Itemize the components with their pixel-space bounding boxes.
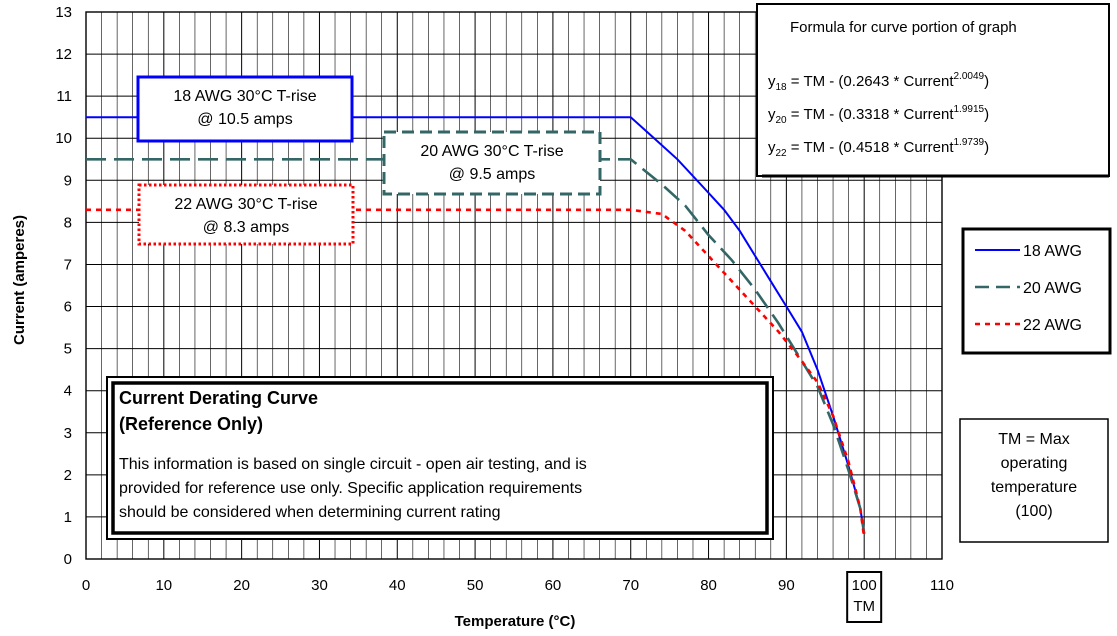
formula-box: Formula for curve portion of graph y18 = … (756, 3, 1110, 178)
info-box-inner (111, 381, 769, 535)
t-rise-label: @ 9.5 amps (449, 166, 536, 183)
x-tick-label: 20 (233, 577, 250, 594)
x-tick-label: 110 (930, 577, 954, 594)
x-tick-label: 60 (545, 577, 562, 594)
t-rise-label: @ 10.5 amps (197, 111, 292, 128)
formula-line: y20 = TM - (0.3318 * Current1.9915) (768, 104, 989, 126)
info-box-outer (106, 376, 774, 540)
legend-label: 18 AWG (1023, 243, 1082, 260)
formula-line: y22 = TM - (0.4518 * Current1.9739) (768, 137, 989, 159)
y-tick-label: 13 (55, 4, 72, 21)
y-tick-label: 12 (55, 46, 72, 63)
formula-box-frame (756, 3, 1110, 177)
x-tick-label: 80 (700, 577, 717, 594)
formula-title: Formula for curve portion of graph (790, 19, 1017, 36)
t-rise-label: 22 AWG 30°C T-rise (174, 196, 317, 213)
x-tick-label: 90 (778, 577, 795, 594)
y-tick-label: 7 (64, 256, 72, 273)
t-rise-box (382, 130, 602, 196)
x-tick-label: 0 (82, 577, 90, 594)
tm-note-frame (959, 418, 1109, 543)
y-tick-label: 6 (64, 299, 72, 316)
series-line-20-awg (86, 158, 866, 534)
tm-note-line: TM = Max (998, 431, 1070, 448)
x-tick-label: 40 (389, 577, 406, 594)
tm-tick-box (846, 571, 883, 623)
y-tick-label: 4 (64, 383, 72, 400)
y-tick-label: 10 (55, 130, 72, 147)
series-lines (86, 116, 866, 539)
t-rise-annotations: 18 AWG 30°C T-rise @ 10.5 amps 20 AWG 30°C… (136, 75, 602, 246)
info-body-line: provided for reference use only. Specifi… (119, 480, 582, 497)
y-tick-label: 2 (64, 467, 72, 484)
info-body-line: should be considered when determining cu… (119, 504, 501, 521)
t-rise-label: @ 8.3 amps (203, 219, 290, 236)
info-box: Current Derating Curve (Reference Only) Th… (106, 376, 774, 540)
x-tick-label: 70 (622, 577, 639, 594)
legend-label: 22 AWG (1023, 317, 1082, 334)
y-tick-label: 3 (64, 425, 72, 442)
y-tick-label: 0 (64, 551, 72, 568)
t-rise-box (136, 75, 354, 143)
x-tick-label: 100 (852, 577, 877, 594)
y-tick-label: 8 (64, 214, 72, 231)
plot-border (85, 11, 943, 560)
y-tick-label: 1 (64, 509, 72, 526)
y-tick-label: 9 (64, 172, 72, 189)
x-tick-label: 50 (467, 577, 484, 594)
x-tick-label: 10 (155, 577, 172, 594)
t-rise-label: 18 AWG 30°C T-rise (173, 88, 316, 105)
tm-note-line: temperature (991, 479, 1077, 496)
y-tick-label: 5 (64, 341, 72, 358)
y-tick-label: 11 (56, 88, 72, 105)
info-body-line: This information is based on single circ… (119, 456, 587, 473)
legend-label: 20 AWG (1023, 280, 1082, 297)
legend: 18 AWG 20 AWG 22 AWG (961, 227, 1112, 355)
x-axis-ticks: 0 10 20 30 40 50 60 70 80 90 100 110 TM (82, 571, 954, 623)
tm-note-line: operating (1001, 455, 1068, 472)
series-line-18-awg (86, 116, 866, 534)
x-tick-label-tm: TM (853, 598, 875, 615)
t-rise-label: 20 AWG 30°C T-rise (420, 143, 563, 160)
info-title: (Reference Only) (119, 414, 263, 434)
y-axis-title: Current (amperes) (11, 215, 28, 345)
info-title: Current Derating Curve (119, 388, 318, 408)
series-line-22-awg (86, 208, 866, 539)
tm-note-line: (100) (1015, 503, 1052, 520)
t-rise-box (137, 183, 355, 246)
x-axis-title: Temperature (°C) (455, 613, 576, 630)
tm-note-box: TM = Max operating temperature (100) (959, 418, 1109, 543)
x-tick-label: 30 (311, 577, 328, 594)
formula-line: y18 = TM - (0.2643 * Current2.0049) (768, 71, 989, 93)
